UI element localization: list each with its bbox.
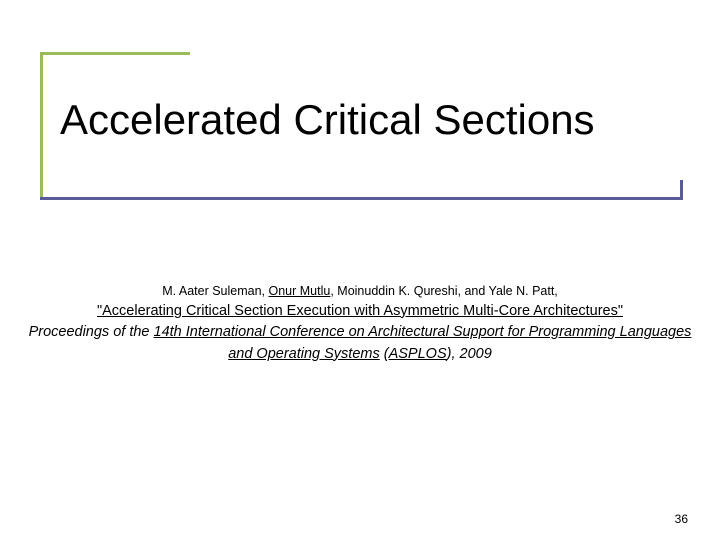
frame-accent-top <box>40 52 190 55</box>
authors-highlighted: Onur Mutlu <box>269 284 331 298</box>
frame-accent-left <box>40 52 43 200</box>
authors-pre: M. Aater Suleman, <box>162 284 268 298</box>
venue-paren-close-year: ), 2009 <box>447 346 492 362</box>
paper-title: "Accelerating Critical Section Execution… <box>20 302 700 322</box>
proceedings-line: Proceedings of the 14th International Co… <box>29 324 692 362</box>
slide-title: Accelerated Critical Sections <box>60 96 595 144</box>
venue-paren-open: ( <box>380 346 389 362</box>
authors-line: M. Aater Suleman, Onur Mutlu, Moinuddin … <box>162 284 558 298</box>
authors-post: , Moinuddin K. Qureshi, and Yale N. Patt… <box>330 284 557 298</box>
slide: Accelerated Critical Sections M. Aater S… <box>0 0 720 540</box>
frame-underline <box>40 197 680 200</box>
frame-underline-corner <box>680 180 683 200</box>
page-number: 36 <box>675 512 688 526</box>
title-frame: Accelerated Critical Sections <box>40 52 680 200</box>
citation-block: M. Aater Suleman, Onur Mutlu, Moinuddin … <box>20 280 700 364</box>
venue-abbrev: ASPLOS <box>389 346 447 362</box>
proceedings-pre: Proceedings of the <box>29 324 154 340</box>
